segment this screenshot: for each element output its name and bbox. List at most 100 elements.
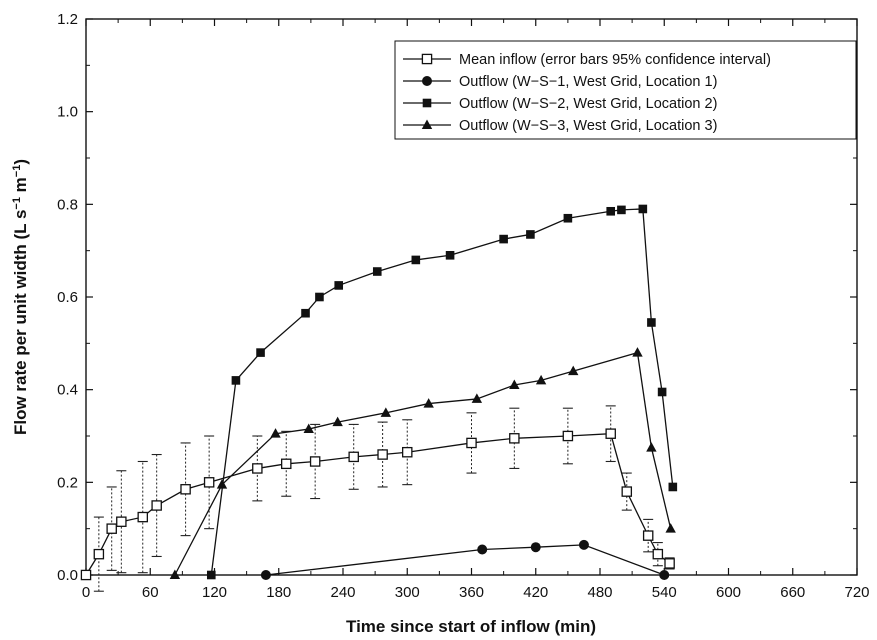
data-point [568,365,579,376]
data-point [270,428,281,438]
y-axis-title-exp-2: −1 [11,165,23,178]
data-point [606,206,616,216]
data-point [372,267,382,276]
x-axis-title: Time since start of inflow (min) [346,617,596,636]
data-point [116,516,127,527]
legend-entry: Outflow (W−S−2, West Grid, Location 2) [403,96,717,112]
x-tick-label: 180 [266,584,291,601]
data-point [332,416,343,427]
x-tick-label: 300 [395,584,420,601]
data-point [535,374,547,385]
data-point [377,449,388,460]
data-point [169,569,181,579]
x-tick-label: 120 [202,584,227,601]
data-point [334,281,344,290]
y-tick-label: 1.0 [57,104,78,121]
x-tick-label: 0 [82,584,90,601]
data-point [348,451,359,463]
legend-label: Outflow (W−S−3, West Grid, Location 3) [459,118,717,134]
legend-marker [421,53,433,65]
y-tick-label: 0.2 [57,474,78,491]
series-line [174,351,672,576]
data-point [621,486,633,497]
data-point [664,558,675,569]
legend-entry: Mean inflow (error bars 95% confidence i… [403,52,771,68]
data-point [203,477,215,488]
data-point [252,463,263,474]
data-point [231,376,241,385]
data-point [642,530,654,541]
data-point [605,428,616,439]
series-line [265,544,665,576]
x-tick-label: 420 [523,584,548,601]
legend-label: Mean inflow (error bars 95% confidence i… [459,52,771,68]
data-point [652,548,664,560]
y-tick-label: 0.0 [57,567,78,584]
data-point [280,458,292,470]
x-axis: 0 60 120 180 240 300 360 420 480 540 600 660 720 [82,19,870,601]
data-point [563,213,573,223]
x-tick-label: 360 [459,584,484,601]
series-line [210,208,674,576]
data-point [509,379,520,390]
data-point [526,230,535,239]
legend-marker [422,98,432,108]
x-tick-label: 720 [844,584,869,601]
series-line [85,433,671,576]
data-point [423,398,434,408]
data-point [309,456,321,467]
data-point [530,542,541,553]
data-point [665,523,676,533]
legend-entry: Outflow (W−S−1, West Grid, Location 1) [403,74,717,90]
series-3 [206,204,678,580]
data-point [646,442,657,452]
legend-label: Outflow (W−S−2, West Grid, Location 2) [459,96,717,112]
x-tick-label: 240 [330,584,355,601]
y-axis: 0.0 0.2 0.4 0.6 0.8 1.0 1.2 [57,11,857,584]
data-point [206,570,216,580]
data-point [151,500,162,511]
data-point [411,255,421,265]
data-point [216,479,228,489]
legend-marker [422,76,432,86]
x-tick-label: 480 [587,584,612,601]
data-point [632,347,643,357]
legend-entry: Outflow (W−S−3, West Grid, Location 3) [403,118,717,134]
x-tick-label: 660 [780,584,805,601]
data-point [509,433,520,444]
data-point [80,569,92,581]
data-point [180,484,191,495]
data-point [260,570,271,580]
data-point [578,539,589,550]
data-point [477,544,488,555]
data-point [471,393,483,403]
x-tick-label: 600 [716,584,741,601]
data-point [106,523,117,534]
data-point [659,570,670,580]
data-point [301,308,310,318]
data-point [562,430,574,442]
y-tick-label: 0.8 [57,196,78,213]
data-point [647,318,656,327]
series-1 [80,405,675,592]
series-2 [260,539,670,580]
data-point [445,251,455,260]
y-axis-title-main: Flow rate per unit width (L s [11,210,30,435]
legend-label: Outflow (W−S−1, West Grid, Location 1) [459,74,717,90]
y-axis-title-end: ) [11,159,30,165]
data-point [499,234,508,244]
y-axis-title: Flow rate per unit width (L s−1 m−1) [11,159,30,435]
series-layer [80,204,678,592]
data-point [617,205,626,215]
x-tick-label: 540 [652,584,677,601]
y-axis-title-unit-mid: m [11,177,30,197]
data-point [256,348,265,357]
data-point [315,292,324,302]
y-tick-label: 0.6 [57,289,78,306]
series-4 [169,347,676,579]
y-axis-title-exp-1: −1 [11,197,23,210]
data-point [137,511,149,523]
legend-box [394,40,857,140]
y-tick-label: 1.2 [57,11,78,28]
